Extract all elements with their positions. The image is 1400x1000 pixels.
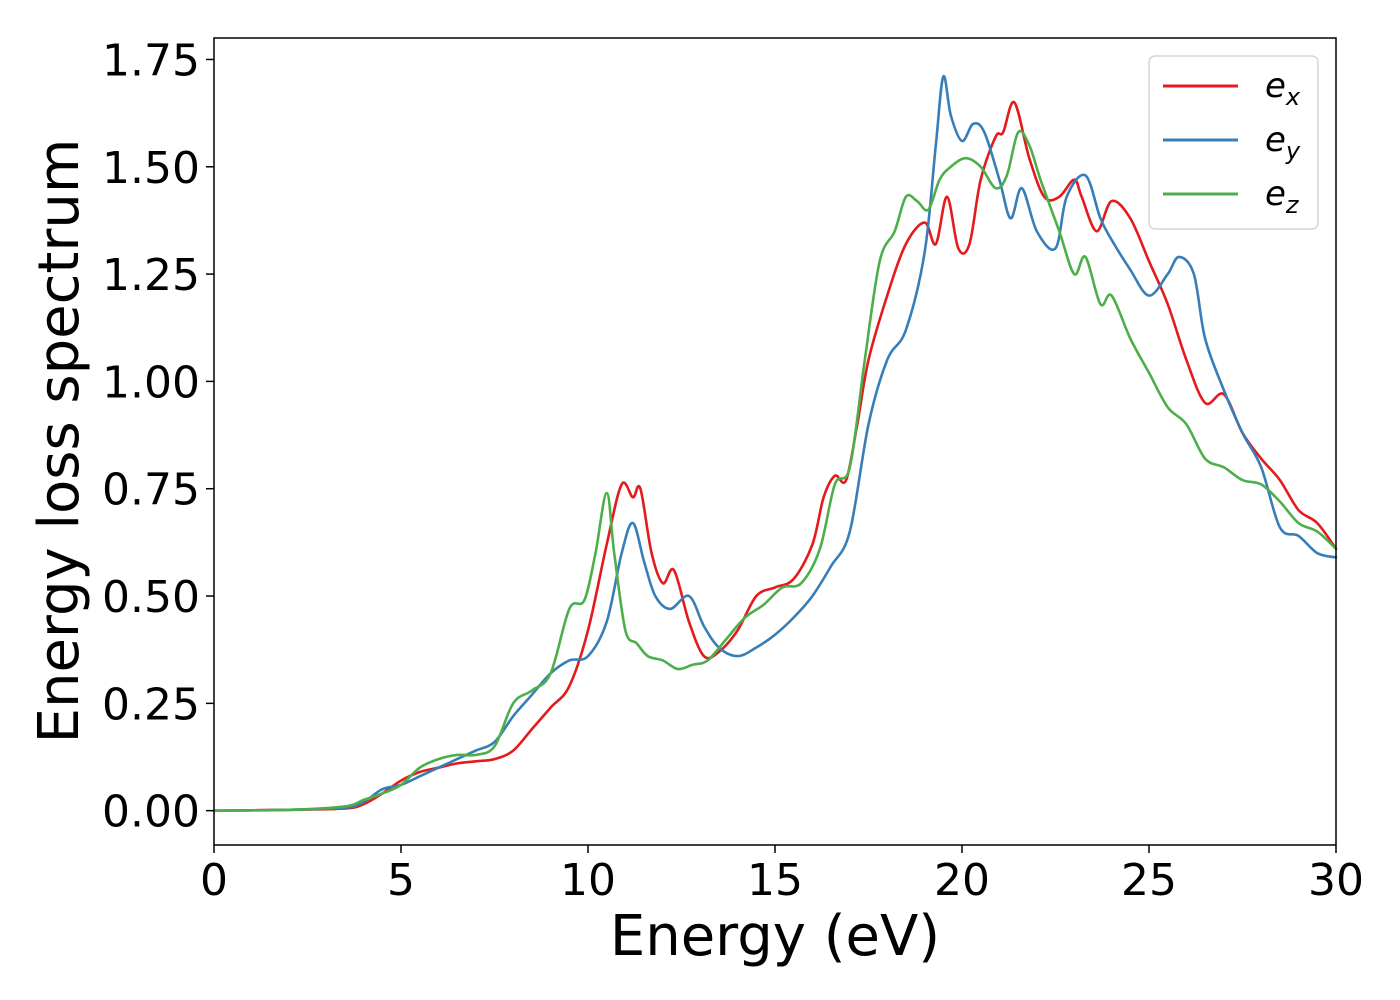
x-axis: 0 5 10 15 20 25 30 [200,845,1364,906]
y-tick-label: 1.25 [102,250,200,301]
y-axis-title: Energy loss spectrum [27,139,92,744]
x-tick-label: 25 [1121,855,1177,906]
y-tick-label: 0.50 [102,572,200,623]
x-tick-label: 20 [934,855,990,906]
x-axis-title: Energy (eV) [610,904,940,969]
x-tick-label: 10 [560,855,616,906]
y-tick-label: 1.00 [102,357,200,408]
y-tick-label: 0.00 [102,787,200,838]
x-tick-label: 30 [1308,855,1364,906]
series-line-y [212,75,1338,812]
x-tick-label: 15 [747,855,803,906]
series-line-z [212,129,1338,812]
y-tick-label: 1.75 [102,35,200,86]
y-tick-label: 0.25 [102,679,200,730]
legend-box [1148,55,1319,230]
y-tick-label: 1.50 [102,143,200,194]
x-tick-label: 0 [200,855,228,906]
series-layer [212,75,1338,812]
x-tick-label: 5 [387,855,415,906]
y-axis: 0.00 0.25 0.50 0.75 1.00 1.25 1.50 1.75 [102,35,214,838]
y-tick-label: 0.75 [102,465,200,516]
